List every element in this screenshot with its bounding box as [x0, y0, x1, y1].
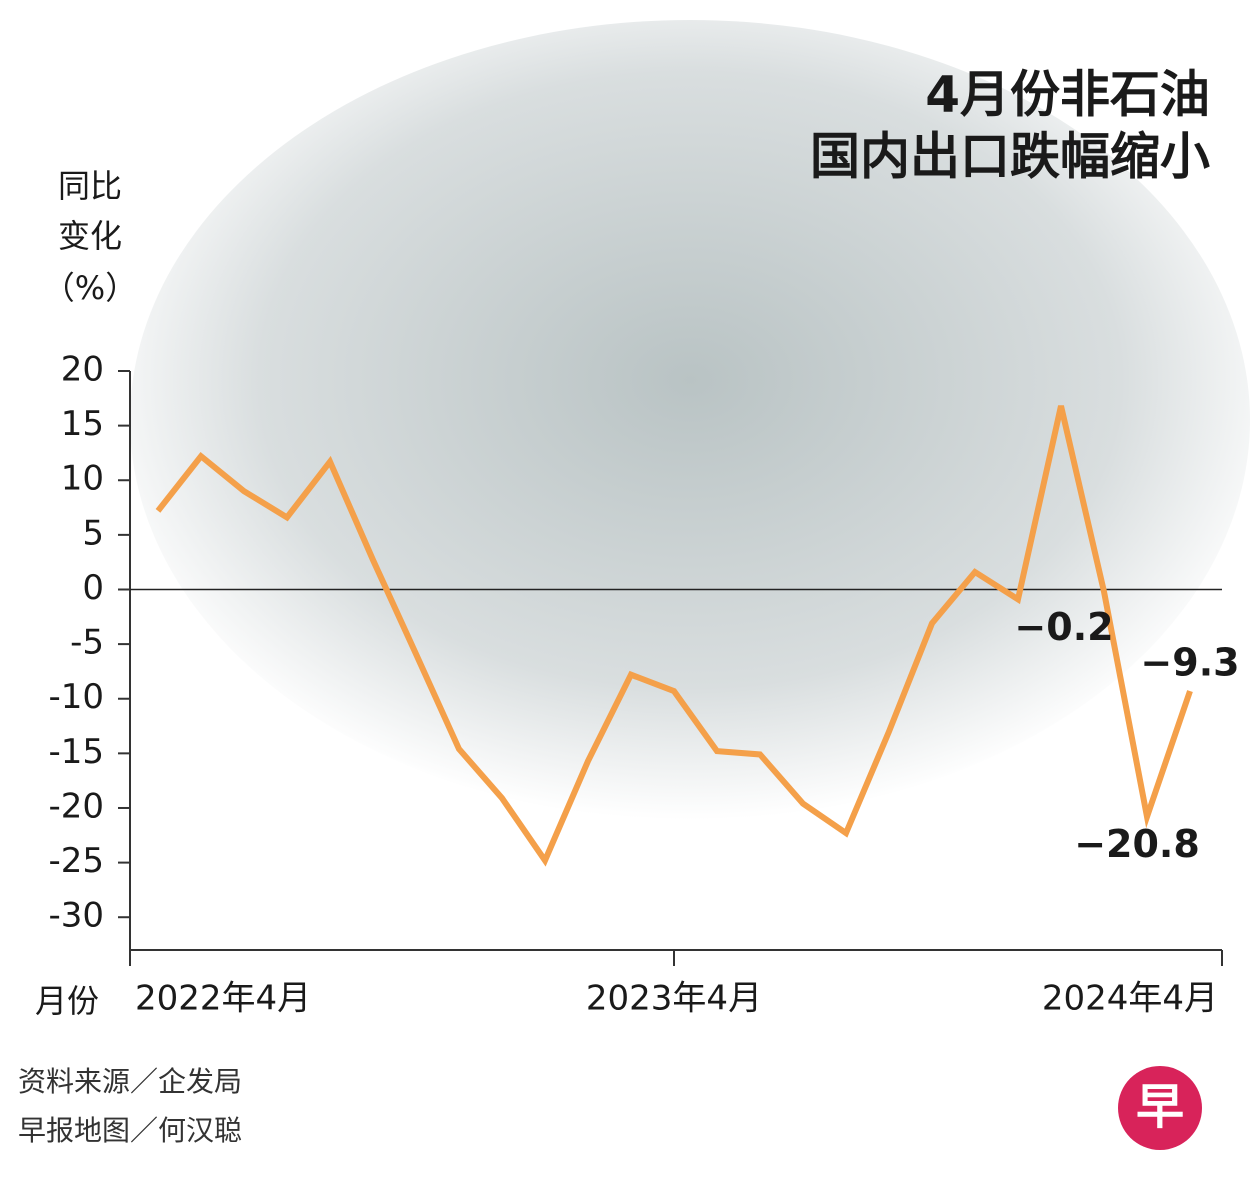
logo-text: 早 — [1136, 1079, 1184, 1135]
credit-note: 早报地图／何汉聪 — [18, 1114, 242, 1147]
y-tick-label: 10 — [61, 459, 104, 499]
y-tick-label: -10 — [48, 677, 104, 717]
y-tick-label: 15 — [61, 404, 104, 444]
logo-badge — [1118, 1066, 1202, 1150]
y-tick-label: 20 — [61, 350, 104, 390]
y-axis-label: （%） — [43, 269, 137, 307]
y-tick-label: -30 — [48, 896, 104, 936]
y-tick-label: -15 — [48, 732, 104, 772]
x-axis-label: 月份 — [35, 982, 99, 1020]
background-photo — [130, 20, 1250, 820]
y-axis-label: 同比 — [58, 167, 122, 205]
source-note: 资料来源／企发局 — [18, 1065, 242, 1098]
data-label: −20.8 — [1074, 822, 1200, 866]
x-tick-label: 2022年4月 — [135, 979, 311, 1019]
y-tick-label: -5 — [70, 623, 104, 663]
y-tick-label: 0 — [82, 568, 104, 608]
data-label: −0.2 — [1014, 605, 1113, 649]
y-axis-label: 变化 — [58, 217, 122, 255]
x-tick-label: 2023年4月 — [586, 979, 762, 1019]
x-tick-label: 2024年4月 — [1042, 979, 1218, 1019]
y-tick-label: -20 — [48, 786, 104, 826]
y-tick-label: -25 — [48, 841, 104, 881]
chart-title: 国内出口跌幅缩小 — [810, 128, 1210, 186]
y-tick-label: 5 — [82, 513, 104, 553]
data-line — [155, 405, 1193, 867]
data-label: −9.3 — [1140, 641, 1239, 685]
chart-title: 4月份非石油 — [925, 66, 1210, 124]
